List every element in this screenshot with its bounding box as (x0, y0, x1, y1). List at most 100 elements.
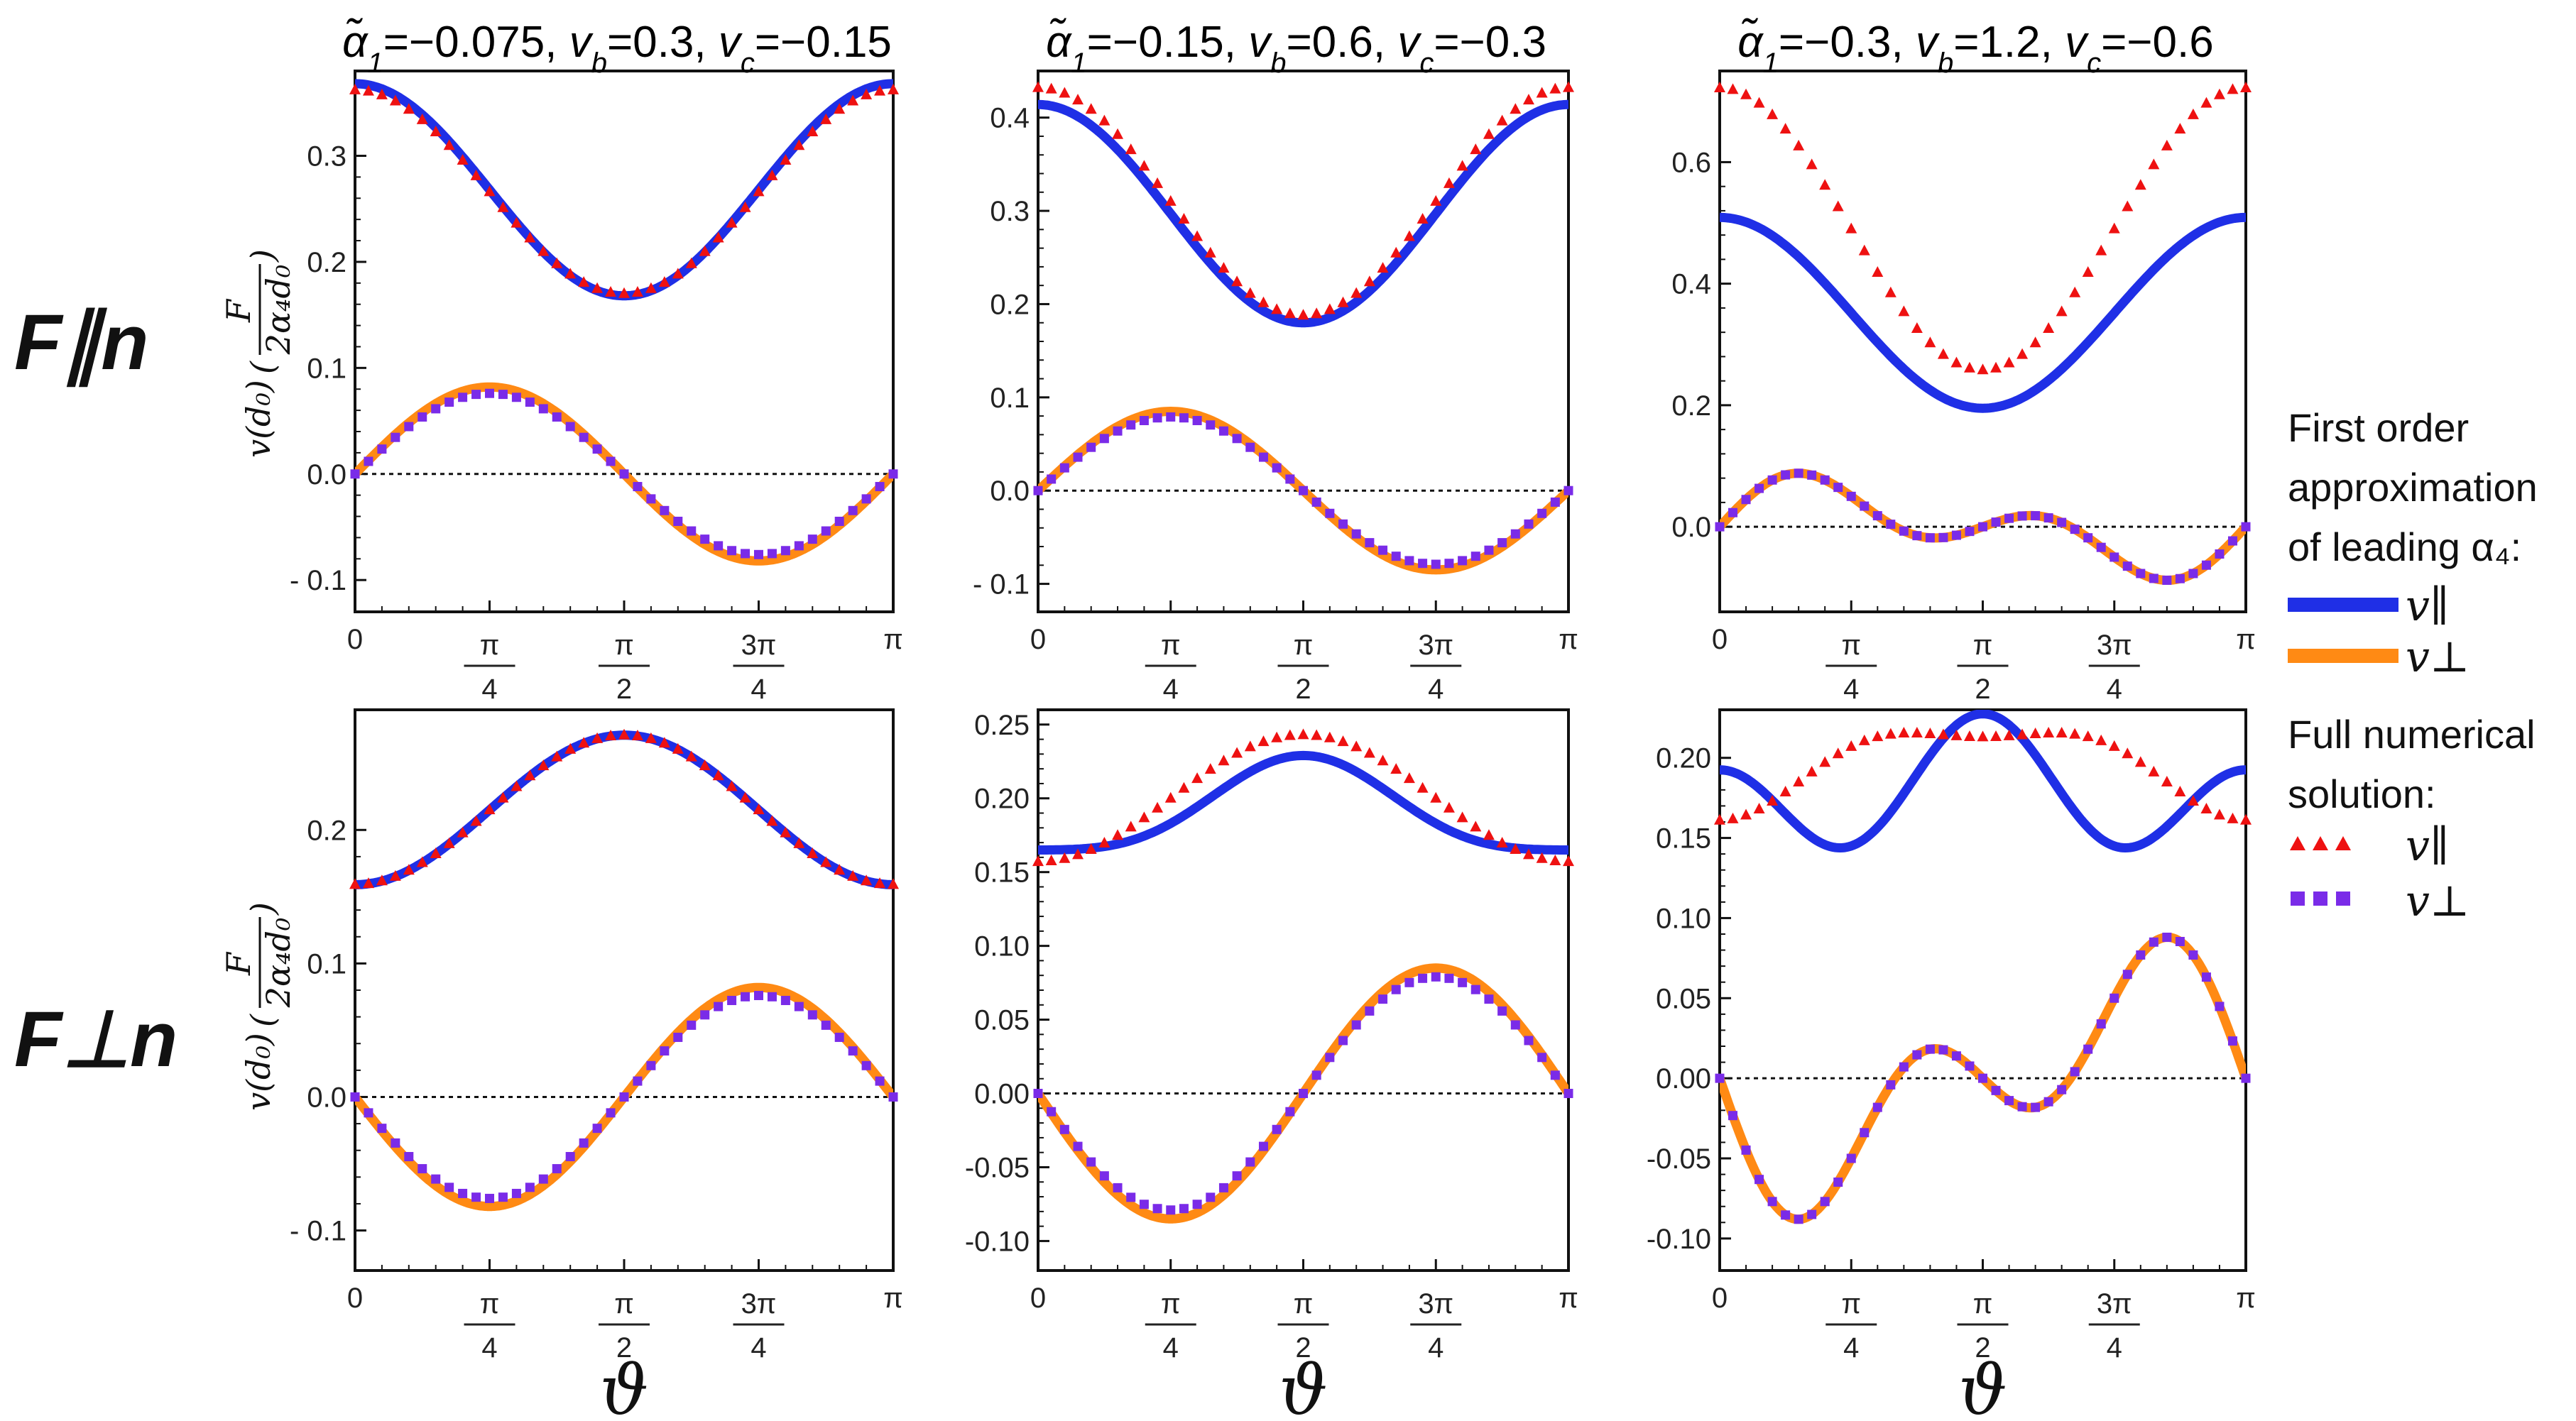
marker-triangle (1218, 755, 1230, 766)
marker-square (1563, 1089, 1573, 1099)
x-tick-label: 0 (347, 1283, 363, 1314)
series-line (355, 79, 893, 301)
y-tick-label: 0.10 (974, 931, 1030, 962)
marker-triangle (1714, 813, 1725, 825)
marker-square (1059, 463, 1069, 473)
legend-marker-square (2291, 891, 2305, 906)
title-part: α̃ (1737, 18, 1764, 67)
marker-square (1258, 452, 1268, 462)
marker-square (391, 432, 400, 442)
marker-triangle (1549, 82, 1561, 94)
marker-triangle (861, 874, 873, 886)
marker-triangle (887, 83, 899, 94)
marker-triangle (2200, 803, 2212, 814)
marker-triangle (1562, 855, 1574, 867)
marker-triangle (1911, 322, 1923, 334)
marker-triangle (699, 245, 711, 256)
marker-triangle (1483, 128, 1495, 139)
marker-square (1059, 1124, 1069, 1134)
marker-square (1152, 413, 1162, 423)
marker-triangle (1443, 177, 1455, 188)
marker-square (1715, 522, 1725, 532)
marker-square (780, 996, 790, 1006)
marker-square (484, 388, 494, 398)
title-part: =−0.3, (1779, 18, 1916, 67)
marker-square (2070, 1067, 2080, 1077)
marker-triangle (457, 154, 469, 165)
marker-triangle (430, 847, 442, 858)
marker-square (498, 390, 508, 400)
marker-square (1391, 552, 1401, 561)
marker-square (565, 1152, 575, 1162)
marker-square (1951, 530, 1961, 540)
marker-square (1886, 520, 1896, 530)
marker-triangle (2213, 88, 2225, 99)
title-part: b (1938, 48, 1953, 79)
title-part: b (1270, 48, 1286, 79)
marker-square (1977, 1073, 1987, 1083)
marker-triangle (834, 864, 846, 875)
marker-triangle (389, 869, 401, 881)
x-axis-label: ϑ (1958, 1351, 2007, 1421)
marker-square (767, 992, 777, 1002)
marker-triangle (2043, 726, 2055, 737)
marker-square (471, 1192, 481, 1202)
marker-triangle (443, 139, 455, 150)
marker-triangle (1924, 336, 1936, 348)
marker-triangle (1045, 82, 1057, 94)
marker-square (2083, 1044, 2093, 1054)
y-tick-label: -0.05 (1647, 1143, 1711, 1175)
y-tick-label: 0.0 (990, 476, 1030, 507)
marker-triangle (2148, 765, 2160, 777)
marker-square (1086, 1157, 1096, 1167)
marker-triangle (1456, 160, 1468, 171)
y-tick-label: - 0.1 (290, 1216, 346, 1247)
marker-triangle (807, 126, 819, 137)
y-tick-label: 0.15 (1656, 823, 1711, 855)
marker-square (404, 422, 414, 432)
marker-square (458, 393, 468, 402)
marker-triangle (1244, 740, 1256, 752)
series-line (355, 730, 893, 889)
marker-triangle (2213, 808, 2225, 820)
marker-square (700, 534, 710, 544)
marker-triangle (1767, 794, 1779, 806)
marker-square (1325, 1053, 1335, 1063)
y-tick-label: 0.0 (1671, 512, 1711, 543)
title-part: v (2065, 18, 2089, 67)
marker-square (1794, 1214, 1803, 1224)
marker-triangle (739, 791, 751, 803)
marker-triangle (2122, 200, 2134, 212)
marker-triangle (1045, 855, 1057, 866)
marker-square (807, 534, 817, 544)
marker-square (431, 1174, 441, 1184)
marker-square (619, 469, 629, 479)
x-tick-num: π (1973, 630, 1993, 661)
marker-triangle (2148, 158, 2160, 170)
marker-triangle (672, 268, 684, 279)
marker-square (633, 1076, 643, 1086)
marker-triangle (1950, 356, 1963, 368)
marker-triangle (1191, 230, 1204, 241)
plot-frame (354, 70, 895, 613)
marker-square (633, 482, 643, 492)
marker-triangle (1204, 246, 1216, 258)
marker-triangle (793, 139, 805, 150)
marker-triangle (1284, 307, 1296, 319)
marker-triangle (2187, 794, 2199, 806)
marker-square (2201, 972, 2211, 982)
x-tick-den: 4 (1843, 1332, 1859, 1364)
marker-square (1925, 533, 1935, 543)
x-tick-den: 4 (2107, 1332, 2122, 1364)
marker-triangle (1858, 734, 1870, 745)
marker-square (1965, 527, 1975, 537)
x-tick-num: 3π (2097, 630, 2132, 661)
marker-square (1086, 442, 1096, 452)
marker-square (1099, 434, 1109, 444)
y-tick-label: 0.20 (974, 784, 1030, 815)
marker-square (2227, 536, 2237, 546)
x-tick-label: π (2236, 1283, 2256, 1314)
x-tick-label: π (1559, 624, 1578, 655)
marker-square (1977, 522, 1987, 532)
